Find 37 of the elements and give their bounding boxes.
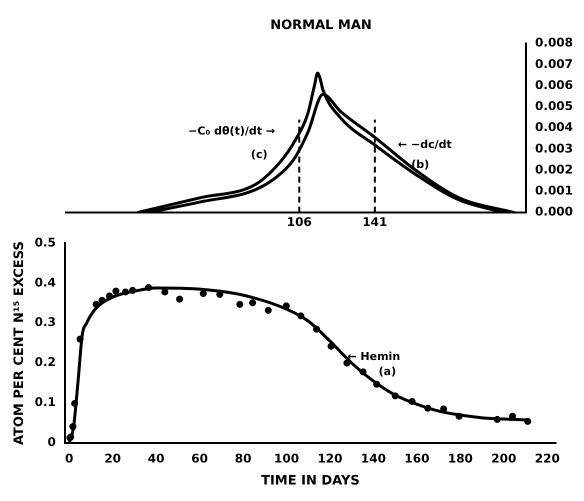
x-axis-title: TIME IN DAYS: [261, 474, 360, 489]
chart-title: NORMAL MAN: [270, 18, 372, 34]
y-tick-label: 0.2: [34, 355, 56, 370]
x-tick-label: 106: [286, 214, 312, 229]
x-tick-label: 180: [448, 451, 473, 466]
y-tick-label: 0.008: [535, 36, 574, 50]
x-tick-label: 200: [491, 451, 516, 466]
x-tick-label: 40: [148, 451, 164, 466]
x-tick-label: 60: [191, 451, 208, 466]
x-tick-label: 160: [404, 451, 430, 466]
y-tick-label: 0: [48, 435, 56, 450]
x-tick-label: 140: [360, 451, 386, 466]
y-tick-label: 0.5: [34, 235, 56, 250]
y-tick-label: 0.4: [34, 275, 56, 290]
annotation: −C₀ dθ(t)/dt →: [188, 124, 276, 138]
x-tick-label: 20: [104, 451, 122, 466]
x-tick-label: 220: [534, 451, 560, 466]
x-tick-label: 120: [317, 451, 343, 466]
annotation: ← −dc/dt: [398, 138, 452, 151]
annotation: (c): [250, 148, 268, 161]
y-axis-title: ATOM PER CENT N¹⁵ EXCESS: [12, 241, 28, 446]
x-tick-label: 141: [362, 214, 388, 229]
annotation: (a): [378, 364, 396, 378]
x-tick-label: 0: [65, 451, 74, 466]
y-tick-label: 0.000: [535, 204, 574, 219]
y-tick-label: 0.004: [535, 120, 574, 134]
y-tick-label: 0.003: [535, 141, 574, 156]
x-tick-label: 80: [234, 451, 252, 466]
y-tick-label: 0.002: [535, 162, 574, 176]
y-tick-label: 0.3: [34, 315, 56, 330]
y-tick-label: 0.006: [535, 78, 574, 92]
y-tick-label: 0.1: [34, 395, 56, 410]
annotation: ← Hemin: [347, 350, 400, 363]
y-tick-label: 0.007: [535, 56, 574, 71]
y-tick-label: 0.001: [535, 184, 574, 198]
x-tick-label: 100: [274, 451, 300, 466]
y-tick-label: 0.005: [535, 99, 574, 114]
